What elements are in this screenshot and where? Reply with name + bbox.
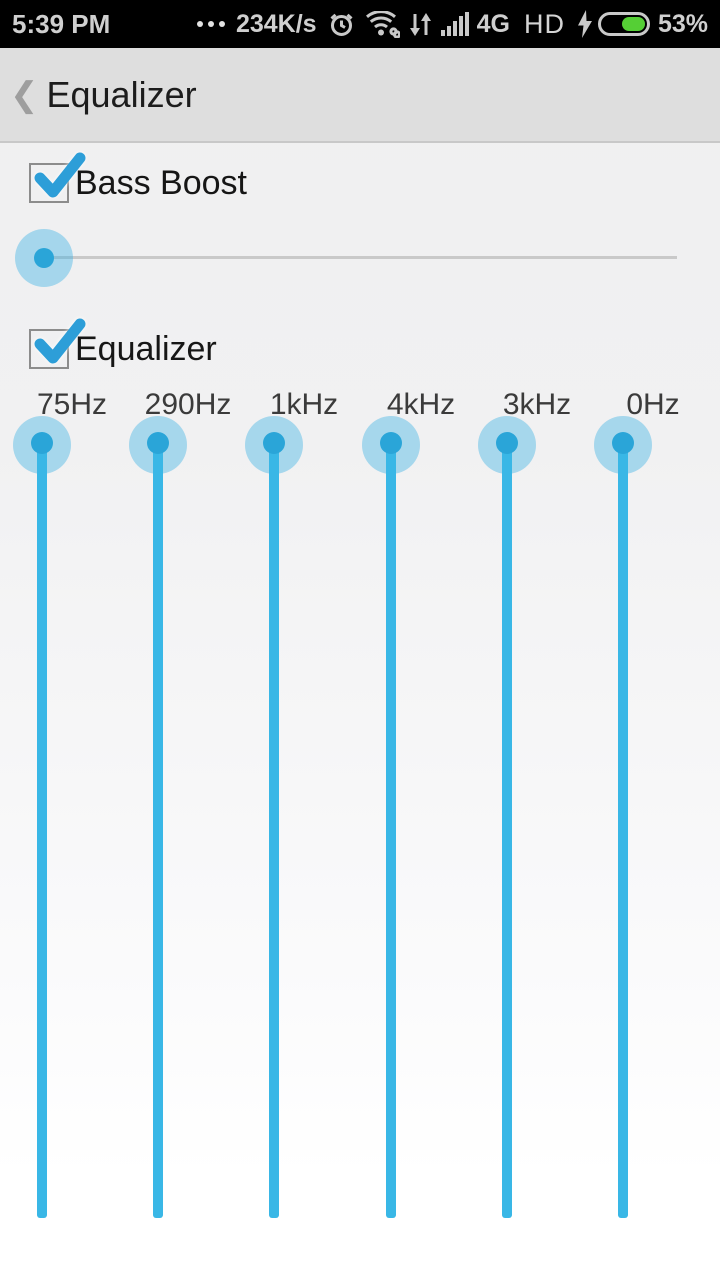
bass-boost-label: Bass Boost (75, 164, 247, 202)
clock-text: 5:39 PM (12, 8, 111, 39)
eq-band-label: 0Hz (626, 388, 680, 421)
eq-band-thumb[interactable] (31, 432, 53, 454)
equalizer-label: Equalizer (75, 330, 217, 368)
eq-band-thumb[interactable] (147, 432, 169, 454)
eq-band-thumb[interactable] (496, 432, 518, 454)
header-bar: ❮ Equalizer (0, 48, 720, 143)
hd-indicator-text: HD (523, 8, 565, 39)
back-button[interactable]: ❮ (10, 75, 39, 114)
signal-icon (440, 12, 470, 36)
eq-band-thumb[interactable] (263, 432, 285, 454)
page-title: Equalizer (46, 73, 197, 115)
bass-boost-checkbox[interactable] (29, 152, 86, 203)
wifi-icon (365, 10, 400, 38)
data-arrows-icon (408, 11, 433, 38)
eq-band-thumb[interactable] (380, 432, 402, 454)
bass-boost-slider-thumb[interactable] (34, 248, 54, 268)
eq-band-slider-track[interactable] (269, 445, 279, 1218)
eq-band-slider-track[interactable] (502, 445, 512, 1218)
network-speed-text: 234K/s (235, 9, 317, 38)
eq-band-label: 1kHz (269, 388, 339, 421)
equalizer-checkbox[interactable] (29, 318, 86, 369)
eq-band-slider-track[interactable] (386, 445, 396, 1218)
eq-band-label: 75Hz (36, 388, 108, 421)
eq-band-slider-track[interactable] (618, 445, 628, 1218)
eq-band-slider-track[interactable] (153, 445, 163, 1218)
bass-boost-slider-track[interactable] (44, 256, 677, 259)
network-type-text: 4G (476, 9, 510, 38)
eq-band-thumb[interactable] (612, 432, 634, 454)
charging-bolt-icon (577, 10, 592, 38)
ellipsis-icon (196, 21, 225, 27)
eq-band-label: 3kHz (502, 388, 572, 421)
eq-band-label: 290Hz (144, 388, 232, 421)
battery-fill (621, 17, 645, 31)
status-bar: 5:39 PM 234K/s (0, 0, 720, 48)
alarm-icon (328, 11, 355, 38)
battery-percent-text: 53% (657, 9, 708, 38)
battery-icon (597, 12, 650, 36)
eq-band-label: 4kHz (386, 388, 456, 421)
eq-band-slider-track[interactable] (37, 445, 47, 1218)
